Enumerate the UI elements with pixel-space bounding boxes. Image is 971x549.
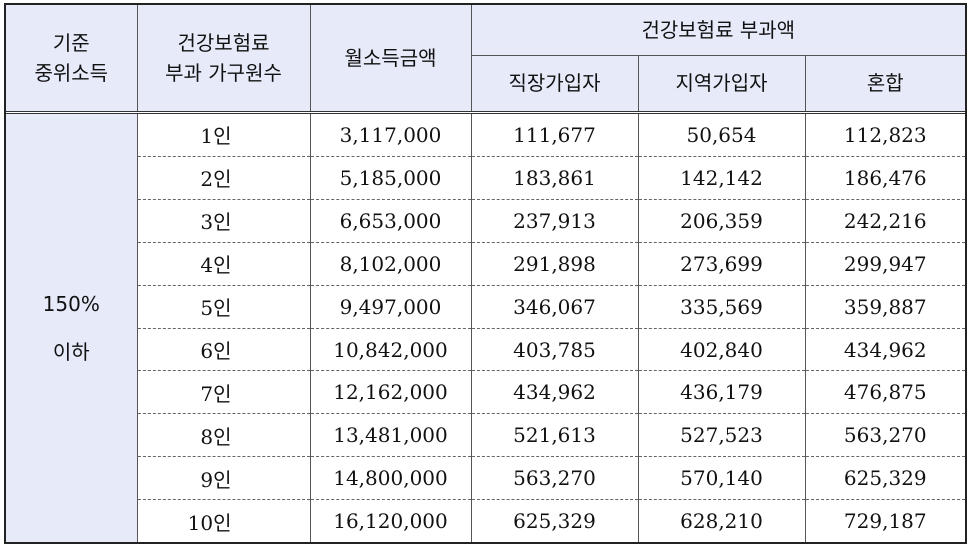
household-cell: 3인 (136, 199, 311, 243)
household-cell: 2인 (136, 156, 311, 200)
household-cell: 4인 (136, 242, 311, 286)
header-household-size-line1: 건강보험료 (177, 30, 270, 55)
table-row: 6인 10,842,000 403,785 402,840 434,962 (6, 328, 966, 372)
income-cell: 16,120,000 (309, 499, 472, 542)
workplace-cell: 237,913 (470, 199, 639, 243)
household-cell: 9인 (136, 456, 311, 501)
workplace-cell: 183,861 (470, 156, 639, 200)
insurance-premium-table: 기준 중위소득 건강보험료 부과 가구원수 월소득금액 건강보험료 부과액 직장… (6, 5, 966, 542)
workplace-cell: 403,785 (470, 328, 639, 372)
mixed-cell: 299,947 (804, 242, 966, 286)
mixed-cell: 186,476 (804, 156, 966, 200)
insurance-premium-table-wrapper: 기준 중위소득 건강보험료 부과 가구원수 월소득금액 건강보험료 부과액 직장… (4, 3, 967, 544)
regional-cell: 436,179 (637, 370, 806, 415)
household-cell: 10인 (136, 499, 311, 542)
table-body: 150% 이하 1인 3,117,000 111,677 50,654 112,… (6, 112, 966, 542)
table-row: 4인 8,102,000 291,898 273,699 299,947 (6, 242, 966, 286)
regional-cell: 402,840 (637, 328, 806, 372)
header-median-income-line1: 기준 (52, 30, 90, 55)
household-cell: 8인 (136, 413, 311, 458)
header-regional: 지역가입자 (637, 54, 806, 114)
header-median-income: 기준 중위소득 (6, 5, 138, 114)
group-label-line2: 이하 (52, 339, 90, 364)
mixed-cell: 625,329 (804, 456, 966, 501)
regional-cell: 527,523 (637, 413, 806, 458)
table-row: 5인 9,497,000 346,067 335,569 359,887 (6, 285, 966, 329)
regional-cell: 335,569 (637, 285, 806, 329)
table-row: 8인 13,481,000 521,613 527,523 563,270 (6, 413, 966, 458)
workplace-cell: 346,067 (470, 285, 639, 329)
income-cell: 10,842,000 (309, 328, 472, 372)
workplace-cell: 625,329 (470, 499, 639, 542)
mixed-cell: 112,823 (804, 112, 966, 157)
workplace-cell: 434,962 (470, 370, 639, 415)
header-household-size-line2: 부과 가구원수 (165, 60, 282, 85)
income-cell: 8,102,000 (309, 242, 472, 286)
regional-cell: 628,210 (637, 499, 806, 542)
income-cell: 12,162,000 (309, 370, 472, 415)
regional-cell: 206,359 (637, 199, 806, 243)
header-household-size: 건강보험료 부과 가구원수 (136, 5, 311, 114)
workplace-cell: 563,270 (470, 456, 639, 501)
table-row: 150% 이하 1인 3,117,000 111,677 50,654 112,… (6, 112, 966, 542)
regional-cell: 142,142 (637, 156, 806, 200)
table-row: 3인 6,653,000 237,913 206,359 242,216 (6, 199, 966, 243)
table-row: 9인 14,800,000 563,270 570,140 625,329 (6, 456, 966, 501)
household-cell: 1인 (136, 112, 311, 157)
group-label-line1: 150% (42, 291, 100, 316)
household-cell: 6인 (136, 328, 311, 372)
income-cell: 3,117,000 (309, 112, 472, 157)
income-cell: 14,800,000 (309, 456, 472, 501)
mixed-cell: 563,270 (804, 413, 966, 458)
header-median-income-line2: 중위소득 (34, 60, 109, 85)
workplace-cell: 111,677 (470, 112, 639, 157)
household-cell: 7인 (136, 370, 311, 415)
regional-cell: 273,699 (637, 242, 806, 286)
header-mixed: 혼합 (804, 54, 966, 114)
workplace-cell: 291,898 (470, 242, 639, 286)
mixed-cell: 476,875 (804, 370, 966, 415)
mixed-cell: 359,887 (804, 285, 966, 329)
income-cell: 13,481,000 (309, 413, 472, 458)
household-cell: 5인 (136, 285, 311, 329)
income-cell: 6,653,000 (309, 199, 472, 243)
workplace-cell: 521,613 (470, 413, 639, 458)
header-workplace: 직장가입자 (470, 54, 639, 114)
mixed-cell: 434,962 (804, 328, 966, 372)
table-row: 2인 5,185,000 183,861 142,142 186,476 (6, 156, 966, 200)
income-cell: 9,497,000 (309, 285, 472, 329)
mixed-cell: 729,187 (804, 499, 966, 542)
table-row: 10인 16,120,000 625,329 628,210 729,187 (6, 499, 966, 542)
table-row: 7인 12,162,000 434,962 436,179 476,875 (6, 370, 966, 415)
group-label-cell: 150% 이하 (6, 112, 138, 542)
mixed-cell: 242,216 (804, 199, 966, 243)
regional-cell: 50,654 (637, 112, 806, 157)
income-cell: 5,185,000 (309, 156, 472, 200)
header-monthly-income: 월소득금액 (309, 5, 472, 114)
header-premium-group: 건강보험료 부과액 (470, 5, 966, 56)
regional-cell: 570,140 (637, 456, 806, 501)
